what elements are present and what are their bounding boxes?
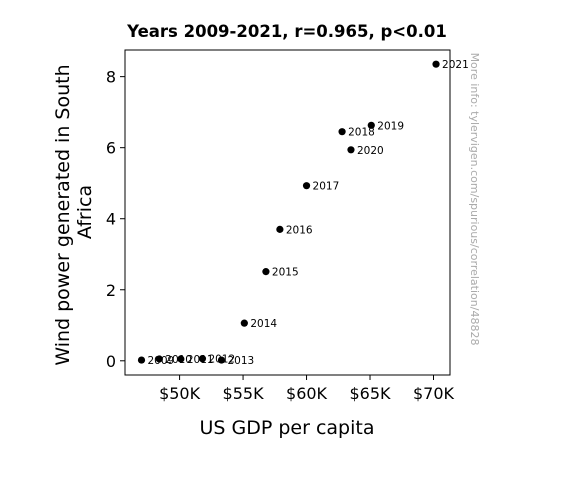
x-tick-label: $70K	[413, 384, 455, 403]
y-tick-label: 4	[106, 210, 116, 229]
data-point-label: 2017	[313, 181, 340, 193]
data-point-label: 2018	[348, 127, 375, 139]
data-point-label: 2021	[442, 59, 469, 71]
chart-title: Years 2009-2021, r=0.965, p<0.01	[126, 22, 447, 41]
data-point	[302, 182, 311, 190]
x-tick-label: $55K	[223, 384, 265, 403]
plot-area-frame	[124, 49, 451, 376]
data-point	[262, 268, 270, 276]
data-point	[338, 128, 346, 136]
y-tick-label: 2	[106, 281, 116, 300]
data-point	[432, 60, 440, 68]
x-tick-label: $65K	[350, 384, 392, 403]
watermark-text: More info: tylervigen.com/spurious/corre…	[468, 53, 481, 346]
data-point	[276, 225, 284, 233]
data-point-label: 2013	[227, 355, 254, 367]
data-points: 2009201020112012201320142015201620172018…	[137, 59, 469, 367]
y-axis-title-line-2: Africa	[74, 185, 96, 239]
x-tick-label: $50K	[159, 384, 201, 403]
x-axis-title: US GDP per capita	[200, 417, 375, 439]
y-axis: 0 2 4 6 8	[106, 68, 125, 371]
x-tick-label: $60K	[286, 384, 328, 403]
y-tick-label: 0	[106, 352, 116, 371]
data-point	[137, 356, 146, 364]
data-point	[347, 146, 355, 154]
data-point	[198, 355, 207, 363]
y-axis-title: Wind power generated in South Africa	[52, 58, 96, 365]
data-point	[177, 355, 185, 363]
data-point	[240, 319, 248, 327]
data-point-label: 2014	[250, 318, 277, 330]
y-axis-title-line-1: Wind power generated in South	[52, 64, 74, 365]
data-point	[155, 355, 163, 363]
data-point-label: 2015	[272, 267, 299, 279]
data-point-label: 2019	[377, 120, 404, 132]
data-point	[367, 121, 375, 129]
x-axis: $50K $55K $60K $65K $70K	[159, 375, 455, 403]
data-point	[217, 356, 226, 364]
data-point-label: 2016	[286, 224, 313, 236]
y-tick-label: 6	[106, 139, 116, 158]
data-point-label: 2020	[357, 145, 384, 157]
y-tick-label: 8	[106, 68, 116, 87]
